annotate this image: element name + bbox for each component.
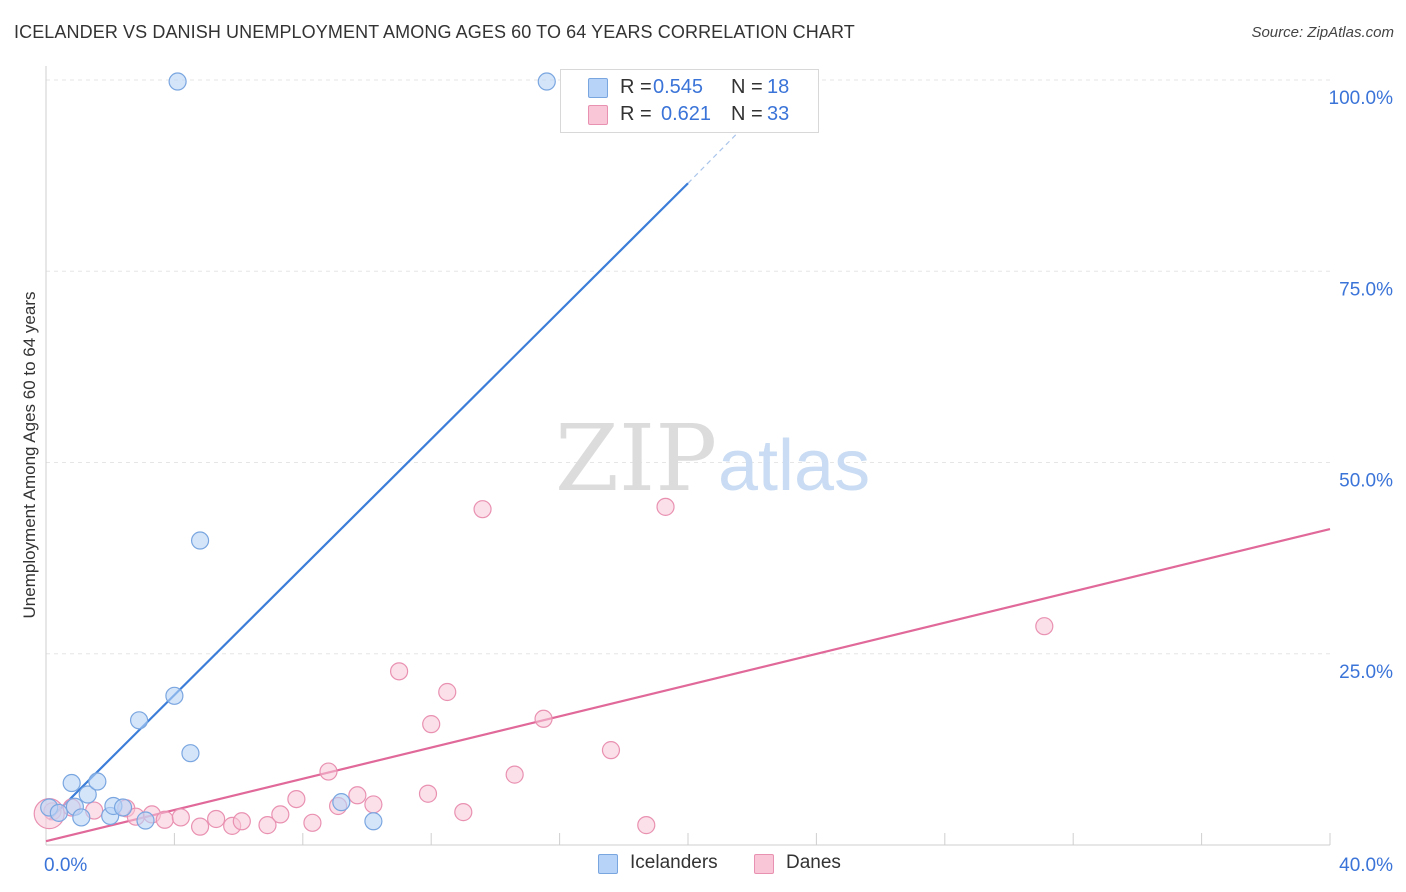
data-point-danes (232, 812, 251, 831)
legend-row-danes: R = 0.621 N = 33 (561, 101, 818, 127)
data-point-danes (287, 789, 306, 809)
x-tick-label: 40.0% (1339, 855, 1393, 876)
chart-source: Source: ZipAtlas.com (1251, 24, 1394, 41)
data-point-danes (364, 795, 383, 814)
legend-row-icelanders: R = 0.545 N = 18 (561, 74, 818, 100)
trendline-icelanders (48, 182, 689, 821)
y-tick-label: 25.0% (1339, 662, 1393, 683)
watermark-atlas: atlas (718, 426, 870, 506)
y-tick-label: 50.0% (1339, 471, 1393, 492)
data-point-icelanders (165, 686, 184, 705)
data-point-danes (656, 497, 675, 516)
data-point-danes (637, 816, 656, 835)
data-point-icelanders (537, 72, 556, 91)
legend-n-value: 33 (767, 103, 790, 125)
data-point-icelanders (168, 72, 187, 91)
data-point-icelanders (332, 793, 351, 812)
bottom-legend-swatch-danes (754, 854, 774, 874)
watermark-zip: ZIP (555, 405, 717, 512)
data-point-danes (258, 816, 277, 835)
data-point-icelanders (190, 531, 210, 550)
legend-swatch-danes (588, 105, 608, 125)
data-point-danes (454, 803, 473, 822)
data-point-danes (155, 810, 174, 829)
legend-n-value: 18 (767, 76, 790, 98)
y-tick-label: 75.0% (1339, 279, 1393, 300)
grid-lines (46, 79, 1330, 655)
legend-r-value: 0.545 (653, 76, 704, 98)
data-point-danes (418, 784, 438, 803)
data-point-danes (390, 662, 409, 681)
bottom-legend-swatch-icelanders (598, 854, 618, 874)
data-point-danes (303, 813, 322, 832)
y-tick-label: 100.0% (1329, 88, 1394, 109)
tick-labels: 25.0% 50.0% 75.0% 100.0% 0.0% 40.0% (44, 88, 1393, 876)
legend-n-label: N = (731, 103, 763, 125)
x-tick-label: 0.0% (44, 855, 87, 876)
data-point-icelanders (78, 785, 97, 804)
data-point-icelanders (113, 798, 133, 817)
data-point-danes (601, 741, 621, 760)
data-point-icelanders (62, 773, 81, 793)
legend-r-value: 0.621 (661, 103, 712, 125)
data-point-danes (534, 709, 553, 728)
data-point-danes (190, 817, 210, 836)
data-point-icelanders (181, 744, 200, 763)
data-points (33, 72, 1054, 836)
legend-r-label: R = (620, 76, 652, 98)
data-point-danes (473, 500, 492, 519)
data-point-danes (348, 786, 367, 805)
data-point-icelanders (88, 772, 107, 791)
bottom-legend-label-icelanders: Icelanders (630, 852, 718, 873)
data-point-danes (319, 762, 338, 781)
legend-swatch-icelanders (588, 78, 608, 98)
data-point-icelanders (129, 711, 149, 730)
data-point-icelanders (49, 803, 68, 822)
legend-n-label: N = (731, 76, 763, 98)
watermark: ZIP atlas (555, 405, 870, 512)
data-point-icelanders (72, 808, 91, 827)
bottom-legend-label-danes: Danes (786, 852, 841, 873)
data-point-icelanders (364, 812, 383, 831)
data-point-danes (505, 765, 524, 784)
data-point-danes (438, 682, 457, 702)
correlation-legend: R = 0.545 N = 18 R = 0.621 N = 33 (560, 69, 819, 133)
data-point-icelanders (136, 811, 155, 830)
data-point-danes (207, 809, 226, 829)
data-point-danes (422, 715, 441, 734)
axes (45, 66, 1331, 846)
data-point-danes (1035, 617, 1054, 636)
data-point-danes (271, 805, 290, 824)
trendline-danes (45, 527, 1331, 843)
legend-r-label: R = (620, 103, 652, 125)
chart-title: ICELANDER VS DANISH UNEMPLOYMENT AMONG A… (14, 22, 855, 42)
data-point-danes (171, 808, 190, 827)
